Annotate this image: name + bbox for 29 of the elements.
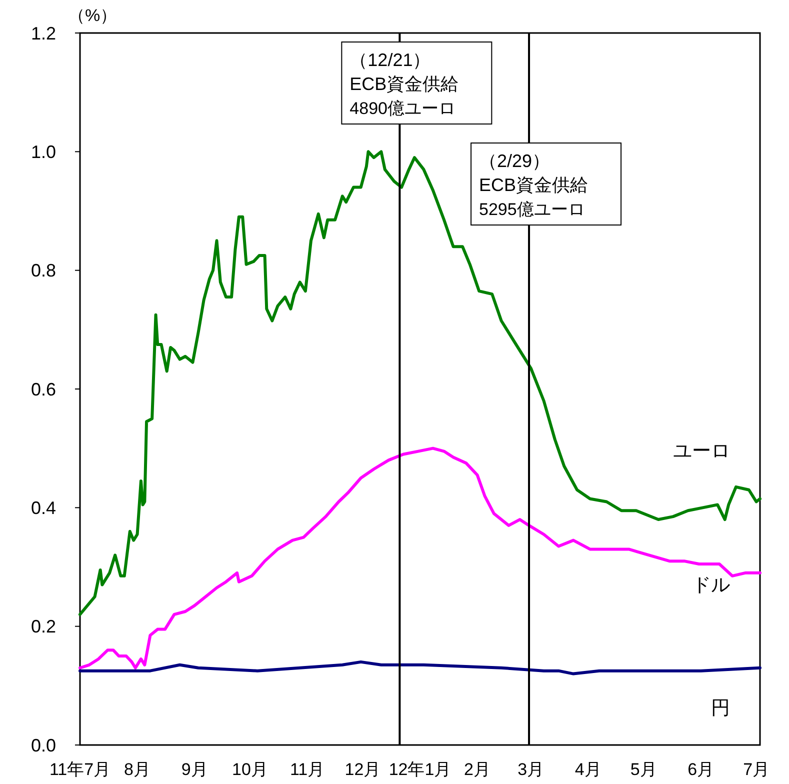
x-tick-label: 12月	[344, 760, 381, 779]
x-tick-label: 11年7月	[49, 760, 111, 779]
x-tick-label: 5月	[630, 760, 657, 779]
series-label: ユーロ	[673, 440, 730, 462]
x-tick-label: 6月	[688, 760, 714, 779]
y-axis-title: （%）	[68, 6, 118, 25]
x-tick-label: 7月	[743, 760, 770, 779]
ref-line-label: （12/21） ECB資金供給 4890億ユーロ	[350, 50, 459, 118]
x-tick-label: 3月	[518, 760, 544, 779]
y-tick-label: 1.0	[30, 142, 56, 162]
x-tick-label: 11月	[290, 760, 325, 779]
y-tick-label: 0.8	[30, 260, 56, 281]
line-series	[78, 660, 762, 676]
x-tick-label: 12年1月	[388, 760, 452, 779]
line-series	[78, 150, 762, 616]
series-label: ドル	[692, 574, 730, 596]
y-tick-label: 0.2	[30, 616, 56, 637]
y-tick-label: 1.2	[30, 23, 56, 44]
x-tick-label: 2月	[464, 760, 491, 779]
y-tick-label: 0.6	[30, 379, 56, 400]
x-tick-label: 8月	[124, 760, 151, 779]
line-series	[78, 446, 762, 670]
series-label: 円	[711, 698, 730, 719]
y-tick-label: 0.4	[30, 498, 56, 518]
y-tick-label: 0.0	[30, 735, 56, 756]
x-tick-label: 10月	[232, 760, 268, 779]
ref-line-label: （2/29） ECB資金供給 5295億ユーロ	[479, 151, 588, 219]
x-tick-label: 9月	[181, 760, 208, 779]
x-tick-label: 4月	[574, 760, 602, 779]
